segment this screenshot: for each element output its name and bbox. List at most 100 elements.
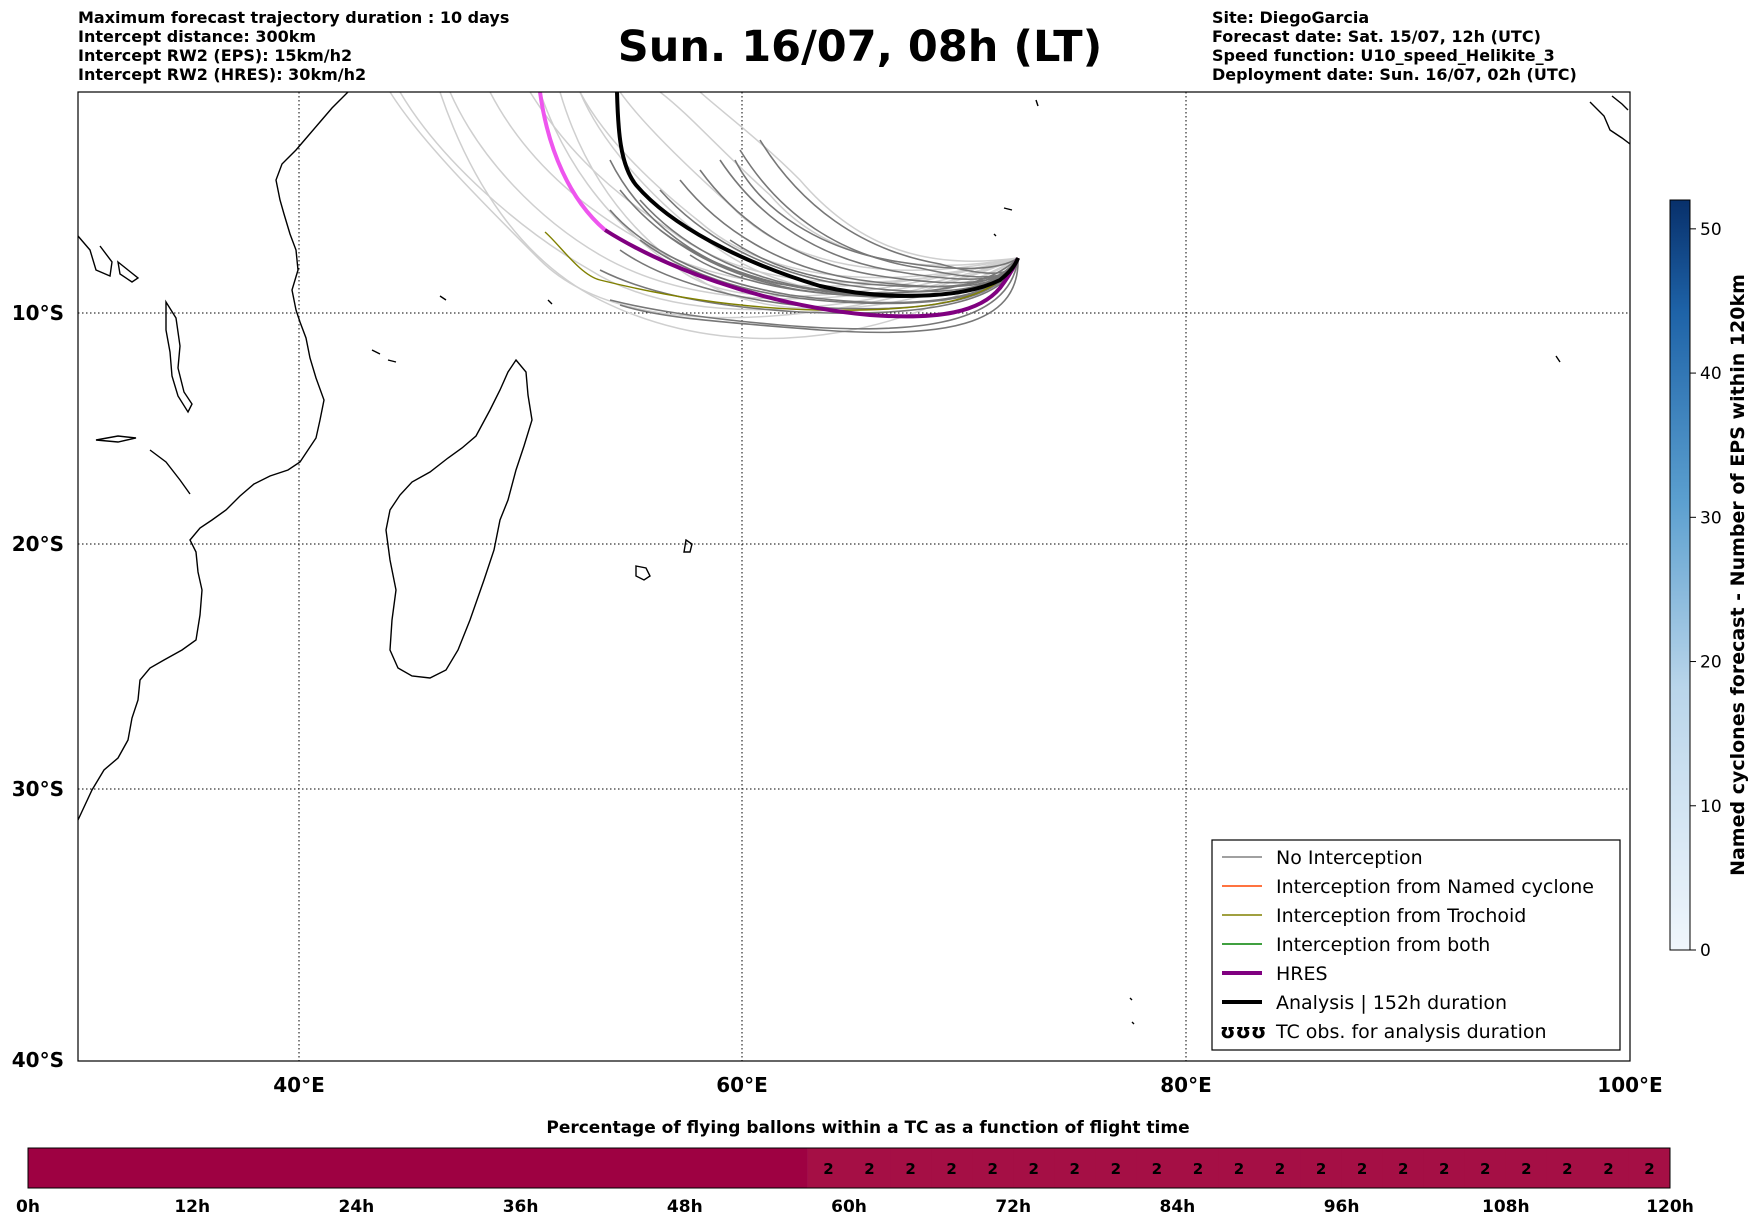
island-reunion — [683, 538, 693, 553]
trajectory-line — [609, 257, 1019, 330]
tc-time-bar: Percentage of flying ballons within a TC… — [16, 1118, 1694, 1217]
lon-label: 100°E — [1597, 1073, 1662, 1097]
island-mauritius — [635, 565, 651, 581]
island-chagos — [993, 207, 1013, 237]
colorbar: 0 10 20 30 40 50 Named cyclones forecast - Nu… — [1669, 199, 1749, 961]
timebar-frame — [27, 1147, 1671, 1189]
timebar-cell — [1423, 1148, 1466, 1188]
param-line: Intercept RW2 (HRES): 30km/h2 — [78, 65, 367, 84]
timebar-cell-label: 2 — [864, 1160, 874, 1178]
trajectory-line — [759, 139, 1019, 274]
timebar-cell — [1382, 1148, 1425, 1188]
legend-label: Analysis | 152h duration — [1276, 992, 1507, 1014]
lat-label: 40°S — [12, 1048, 64, 1072]
timebar-cell — [849, 1148, 891, 1188]
timebar-cell-label: 2 — [1398, 1160, 1408, 1178]
timebar-cell — [890, 1148, 932, 1188]
timebar-cell — [972, 1148, 1014, 1188]
timebar-cell-label: 2 — [1562, 1160, 1572, 1178]
site-line: Deployment date: Sun. 16/07, 02h (UTC) — [1212, 65, 1577, 84]
tc-obs-symbol-icon: ʊʊʊ — [1220, 1019, 1266, 1043]
timebar-cell — [1177, 1148, 1219, 1188]
site-line: Site: DiegoGarcia — [1212, 8, 1370, 27]
trochoid-interception-trajectory — [544, 231, 1019, 311]
lake-coastline — [117, 260, 140, 283]
legend-label: HRES — [1276, 963, 1328, 985]
colorbar-gradient — [1669, 199, 1691, 951]
island-comoros — [371, 349, 397, 363]
island-north — [1589, 101, 1630, 145]
lat-label: 20°S — [12, 532, 64, 556]
timebar-cell — [1218, 1148, 1260, 1188]
lon-label: 60°E — [716, 1073, 768, 1097]
timebar-cells: 2 2 2 2 2 2 2 2 2 2 2 2 2 2 2 2 2 2 2 2 2 — [28, 1148, 1671, 1188]
trajectory-line — [699, 92, 1019, 263]
island-maldives — [1035, 99, 1039, 107]
timebar-cell — [1505, 1148, 1548, 1188]
africa-coast-upper — [78, 235, 113, 278]
timebar-cell — [1341, 1148, 1384, 1188]
lon-label: 40°E — [273, 1073, 325, 1097]
timebar-cell-label: 2 — [1644, 1160, 1654, 1178]
timebar-cell-label: 2 — [946, 1160, 956, 1178]
no-interception-trajectories — [599, 139, 1019, 334]
timebar-cell — [1259, 1148, 1302, 1188]
param-line: Intercept RW2 (EPS): 15km/h2 — [78, 46, 353, 65]
timebar-cell-label: 2 — [823, 1160, 833, 1178]
timebar-cell-label: 2 — [1152, 1160, 1162, 1178]
timebar-cell — [1054, 1148, 1096, 1188]
trajectory-line — [609, 209, 1019, 304]
trajectory-line — [659, 92, 1019, 266]
map-title: Sun. 16/07, 08h (LT) — [617, 22, 1103, 72]
timebar-cell-label: 2 — [987, 1160, 997, 1178]
param-line: Maximum forecast trajectory duration : 1… — [78, 8, 510, 27]
timebar-tick-label: 24h — [339, 1197, 375, 1217]
hres-trajectory — [603, 228, 1020, 319]
lat-label: 30°S — [12, 777, 64, 801]
timebar-cell — [1300, 1148, 1343, 1188]
trajectory-line — [619, 249, 1019, 310]
site-information: Site: DiegoGarcia Forecast date: Sat. 15… — [1212, 8, 1577, 84]
timebar-cell — [1013, 1148, 1055, 1188]
legend-label: Interception from Trochoid — [1276, 905, 1526, 927]
legend-label: Interception from Named cyclone — [1276, 876, 1594, 898]
timebar-tick-label: 48h — [667, 1197, 703, 1217]
legend: No Interception Interception from Named … — [1211, 839, 1621, 1051]
timebar-cell — [1464, 1148, 1507, 1188]
lake-coastline — [165, 299, 193, 414]
africa-coastline — [78, 92, 349, 821]
timebar-tick-label: 120h — [1646, 1197, 1694, 1217]
timebar-cell-label: 2 — [1111, 1160, 1121, 1178]
timebar-cell-label: 2 — [1029, 1160, 1039, 1178]
timebar-cell-label: 2 — [1357, 1160, 1367, 1178]
island-north — [1611, 95, 1629, 111]
legend-box — [1211, 839, 1621, 1051]
island-seychelles — [439, 295, 553, 305]
legend-label: Interception from both — [1276, 934, 1490, 956]
trajectory-line — [599, 257, 1019, 314]
timebar-cell — [1136, 1148, 1178, 1188]
island-amsterdam — [1129, 997, 1135, 1025]
coastlines — [78, 92, 1630, 1025]
timebar-cell — [931, 1148, 973, 1188]
legend-label: No Interception — [1276, 847, 1423, 869]
island-cocos — [1555, 355, 1561, 363]
forecast-parameters: Maximum forecast trajectory duration : 1… — [78, 8, 509, 84]
timebar-tick-label: 84h — [1160, 1197, 1196, 1217]
coast-detail — [149, 449, 191, 495]
timebar-cell-label: 2 — [1070, 1160, 1080, 1178]
map-frame — [77, 91, 1631, 1062]
lake-coastline — [95, 435, 137, 443]
timebar-cell-label: 2 — [1193, 1160, 1203, 1178]
timebar-cell-label: 2 — [1234, 1160, 1244, 1178]
timebar-cell — [1587, 1148, 1630, 1188]
param-line: Intercept distance: 300km — [78, 27, 317, 46]
timebar-cell-label: 2 — [1603, 1160, 1613, 1178]
timebar-cell — [1628, 1148, 1671, 1188]
timebar-title: Percentage of flying ballons within a TC… — [546, 1118, 1189, 1138]
timebar-cell-label: 2 — [1439, 1160, 1449, 1178]
colorbar-ticks: 0 10 20 30 40 50 — [1690, 220, 1722, 961]
site-line: Forecast date: Sat. 15/07, 12h (UTC) — [1212, 27, 1541, 46]
trajectory-line — [449, 92, 1019, 300]
timebar-cell-label: 2 — [1521, 1160, 1531, 1178]
